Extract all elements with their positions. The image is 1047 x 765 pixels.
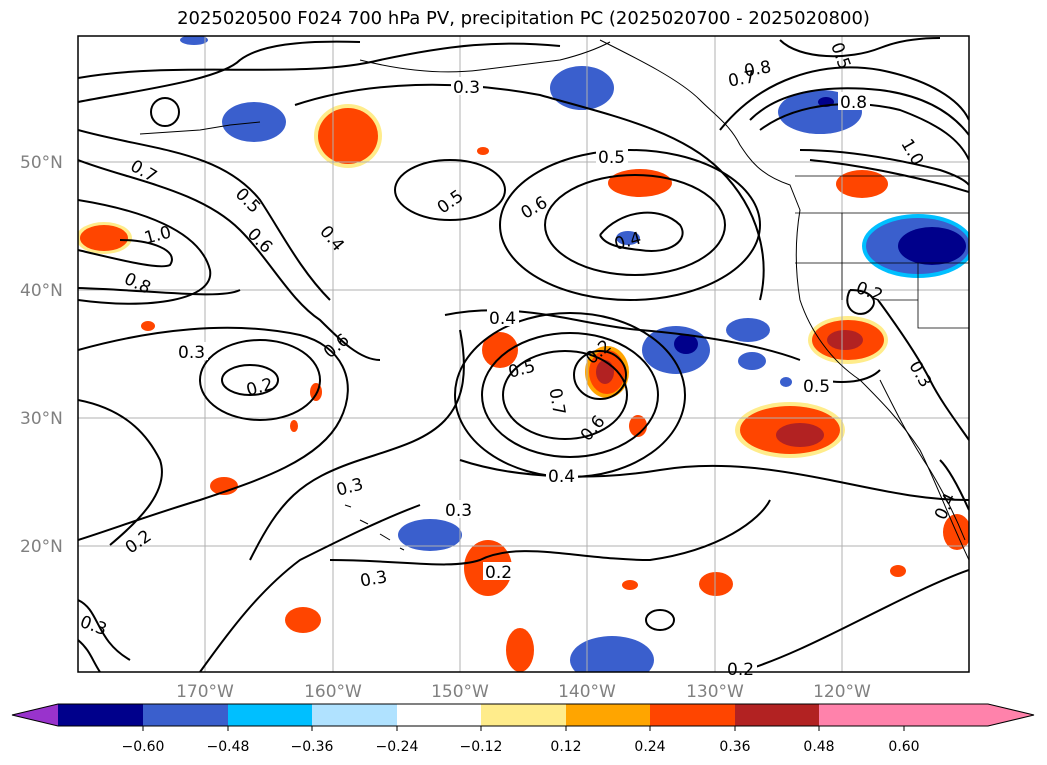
precip-blob xyxy=(808,316,888,364)
contour-label: 0.3 xyxy=(453,78,480,98)
lon-label: 150°W xyxy=(431,682,489,702)
precip-blob xyxy=(726,318,770,342)
colorbar-tick-label: −0.24 xyxy=(376,739,419,755)
colorbar-segment xyxy=(312,704,397,726)
contour-label: 0.5 xyxy=(598,148,625,168)
precip-blob xyxy=(622,580,638,590)
precip-blob xyxy=(836,170,888,198)
precip-blob xyxy=(735,402,845,458)
boundaries xyxy=(795,175,969,329)
lat-label: 20°N xyxy=(20,537,63,557)
longitude-labels: 170°W 160°W 150°W 140°W 130°W 120°W xyxy=(176,682,871,702)
lon-label: 160°W xyxy=(304,682,362,702)
colorbar-segment xyxy=(228,704,312,726)
precip-blob xyxy=(222,102,286,142)
map-title: 2025020500 F024 700 hPa PV, precipitatio… xyxy=(177,8,870,29)
precip-blob xyxy=(570,636,654,672)
precip-blob xyxy=(482,332,518,368)
colorbar-segment xyxy=(819,704,904,726)
colorbar-segment xyxy=(397,704,481,726)
lon-label: 170°W xyxy=(176,682,234,702)
colorbar-segment xyxy=(650,704,735,726)
contour-label: 0.3 xyxy=(445,501,472,521)
precip-blob xyxy=(699,572,733,596)
contour-label: 0.3 xyxy=(359,567,389,591)
contour-label: 0.3 xyxy=(178,343,205,363)
coastlines xyxy=(139,39,969,561)
colorbar-tick-label: 0.48 xyxy=(803,739,834,755)
contour-label: 0.5 xyxy=(803,377,830,397)
lon-label: 120°W xyxy=(813,682,871,702)
precip-blob xyxy=(550,66,614,110)
precip-blob xyxy=(398,519,462,551)
colorbar-segment xyxy=(58,704,143,726)
colorbar: −0.60 −0.48 −0.36 −0.24 −0.12 0.12 0.24 … xyxy=(11,703,1035,755)
colorbar-tick-label: 0.24 xyxy=(634,739,665,755)
colorbar-tick-label: 0.60 xyxy=(888,739,919,755)
precip-blob xyxy=(890,565,906,577)
contour-label: 0.8 xyxy=(840,93,867,113)
precip-blob xyxy=(642,326,710,374)
precip-blob xyxy=(477,147,489,155)
latitude-labels: 50°N 40°N 30°N 20°N xyxy=(20,153,63,557)
precip-blob xyxy=(738,352,766,370)
colorbar-extend-left xyxy=(12,704,58,726)
contour-label: 0.2 xyxy=(727,660,754,680)
contour-label: 0.8 xyxy=(743,57,773,81)
colorbar-segment xyxy=(143,704,228,726)
precip-blob xyxy=(210,477,238,495)
colorbar-tick-label: 0.36 xyxy=(719,739,750,755)
colorbar-tick-label: −0.60 xyxy=(122,739,165,755)
contour-label: 0.4 xyxy=(489,309,516,329)
contour-label: 0.7 xyxy=(544,387,568,417)
precip-blob xyxy=(78,222,132,254)
colorbar-tick-label: −0.48 xyxy=(207,739,250,755)
lon-label: 130°W xyxy=(686,682,744,702)
precip-blob xyxy=(616,231,640,245)
colorbar-tick-label: −0.36 xyxy=(291,739,334,755)
lon-label: 140°W xyxy=(558,682,616,702)
lat-label: 30°N xyxy=(20,409,63,429)
precip-blob xyxy=(780,377,792,387)
lat-label: 40°N xyxy=(20,281,63,301)
precip-blob xyxy=(141,321,155,331)
colorbar-ticks xyxy=(142,726,905,731)
contour-label: 0.4 xyxy=(548,467,575,487)
lat-label: 50°N xyxy=(20,153,63,173)
precip-blob xyxy=(180,36,208,45)
precip-negative-areas xyxy=(180,36,969,672)
colorbar-segment xyxy=(735,704,819,726)
precip-blob xyxy=(506,628,534,672)
colorbar-outline xyxy=(11,703,1035,727)
map-frame xyxy=(77,35,970,673)
colorbar-segment xyxy=(566,704,650,726)
contour-label: 0.7 xyxy=(727,67,757,91)
precip-blob xyxy=(314,104,382,168)
colorbar-tick-label: −0.12 xyxy=(460,739,503,755)
colorbar-segment xyxy=(481,704,566,726)
precip-blob xyxy=(290,420,298,432)
colorbar-extend-right xyxy=(904,704,1034,726)
precip-blob xyxy=(608,169,672,197)
contour-label: 0.2 xyxy=(485,563,512,583)
precip-blob xyxy=(285,607,321,633)
precip-blob xyxy=(862,214,969,278)
colorbar-tick-label: 0.12 xyxy=(550,739,581,755)
